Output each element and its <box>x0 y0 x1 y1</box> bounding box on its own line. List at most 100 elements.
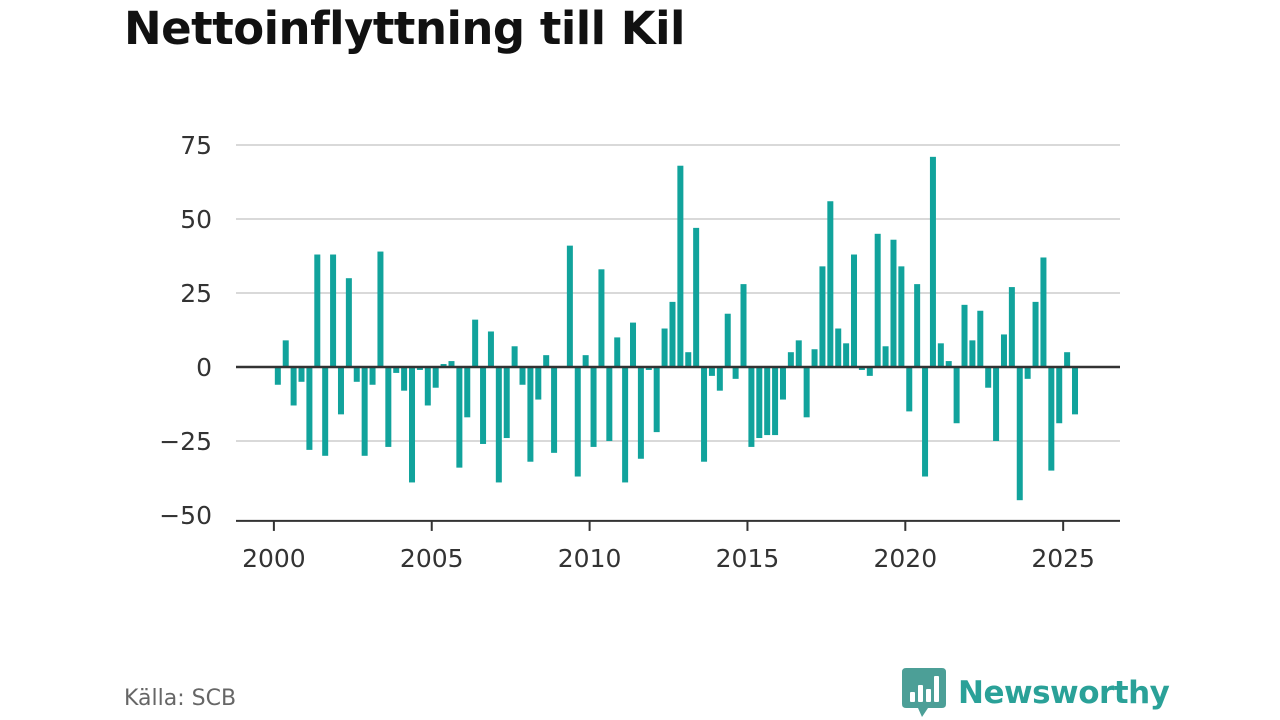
bar <box>606 367 613 441</box>
bar <box>432 367 439 388</box>
bar <box>598 269 605 367</box>
bar <box>693 227 700 367</box>
bar <box>314 254 321 367</box>
bar <box>361 367 368 456</box>
bar <box>953 367 960 424</box>
newsworthy-logo: Newsworthy <box>902 668 1170 718</box>
y-tick-label: 0 <box>196 353 212 382</box>
bar <box>330 254 337 367</box>
bar <box>353 367 360 382</box>
newsworthy-logo-icon <box>902 668 946 717</box>
bar <box>961 304 968 367</box>
bar <box>377 251 384 367</box>
y-tick-label: 25 <box>180 279 212 308</box>
bar <box>669 301 676 367</box>
bar <box>1016 367 1023 501</box>
bar <box>487 331 494 367</box>
x-tick-label: 2000 <box>242 544 306 573</box>
bar <box>464 367 471 418</box>
bar <box>937 343 944 367</box>
bar <box>795 340 802 367</box>
tick-labels: 75 50 25 0 −25 −50 2000 2005 2010 2015 2020 2025 <box>159 131 1095 573</box>
x-tick-label: 2015 <box>716 544 780 573</box>
axes <box>236 365 1120 531</box>
bar <box>622 367 629 483</box>
bar <box>590 367 597 447</box>
bar-chart: 75 50 25 0 −25 −50 2000 2005 2010 2015 2020 2025 <box>159 131 1120 573</box>
bar <box>858 367 865 370</box>
bar <box>543 355 550 367</box>
bar <box>298 367 305 382</box>
x-tick-label: 2020 <box>874 544 938 573</box>
bar <box>645 367 652 370</box>
bar <box>851 254 858 367</box>
bar <box>748 367 755 447</box>
bar <box>756 367 763 439</box>
bar <box>724 313 731 367</box>
y-tick-label: 50 <box>180 205 212 234</box>
bar <box>1000 334 1007 367</box>
x-tick-label: 2025 <box>1031 544 1095 573</box>
bar <box>882 346 889 367</box>
bar <box>732 367 739 379</box>
bar <box>511 346 518 367</box>
bar <box>551 367 558 453</box>
bar <box>345 278 352 367</box>
brand-name: Newsworthy <box>958 675 1170 711</box>
bar <box>945 361 952 367</box>
bar <box>874 233 881 367</box>
bar <box>929 156 936 367</box>
bar <box>337 367 344 415</box>
y-tick-label: 75 <box>180 131 212 160</box>
bar <box>274 367 281 385</box>
bar <box>835 328 842 367</box>
bar <box>480 367 487 444</box>
x-tick-label: 2005 <box>400 544 464 573</box>
bar <box>890 239 897 367</box>
bar <box>1040 257 1047 367</box>
y-tick-label: −50 <box>159 501 212 530</box>
bar <box>440 364 447 367</box>
bar <box>1072 367 1079 415</box>
bar <box>866 367 873 376</box>
bar <box>811 349 818 367</box>
bar <box>385 367 392 447</box>
bar <box>898 266 905 367</box>
bar <box>1048 367 1055 471</box>
bar <box>582 355 589 367</box>
bar <box>1008 287 1015 367</box>
bar <box>708 367 715 376</box>
bar <box>685 352 692 367</box>
bar <box>630 322 637 367</box>
bar <box>401 367 408 391</box>
bar <box>843 343 850 367</box>
bar <box>1032 301 1039 367</box>
bar <box>456 367 463 468</box>
bar <box>424 367 431 406</box>
bar <box>677 165 684 367</box>
bar <box>819 266 826 367</box>
bar <box>1056 367 1063 424</box>
bar <box>448 361 455 367</box>
bar <box>495 367 502 483</box>
bar <box>369 367 376 385</box>
bar <box>716 367 723 391</box>
bar <box>922 367 929 477</box>
bar <box>969 340 976 367</box>
bar <box>740 284 747 367</box>
bar <box>906 367 913 412</box>
bar <box>519 367 526 385</box>
bar <box>779 367 786 400</box>
bar <box>1024 367 1031 379</box>
bar <box>1064 352 1071 367</box>
bar <box>503 367 510 439</box>
bar <box>637 367 644 459</box>
bar <box>977 310 984 367</box>
bars <box>274 156 1079 501</box>
bar <box>322 367 329 456</box>
bar <box>661 328 668 367</box>
bar <box>614 337 621 367</box>
bar <box>772 367 779 436</box>
bar <box>701 367 708 462</box>
bar <box>472 319 479 367</box>
